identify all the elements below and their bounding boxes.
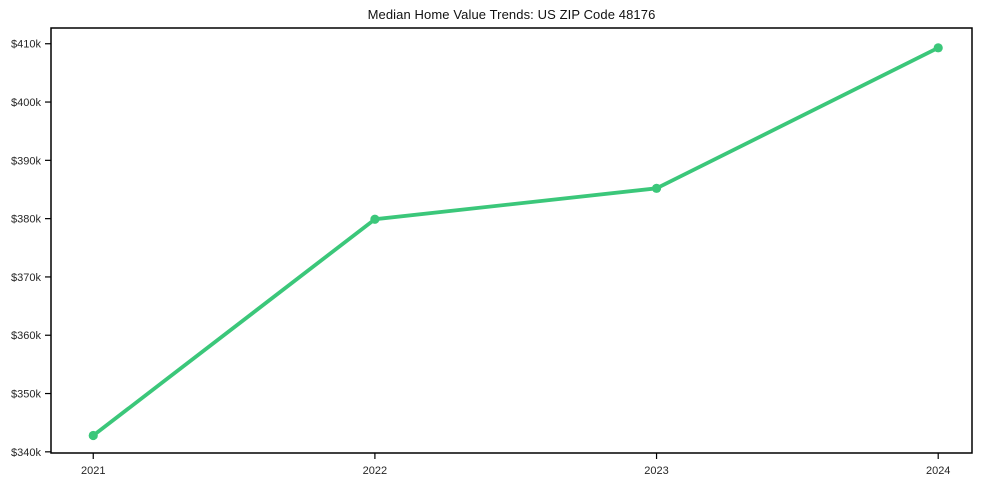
chart-title: Median Home Value Trends: US ZIP Code 48… (367, 7, 656, 22)
plot-border (50, 27, 973, 454)
x-axis-tick-label: 2023 (644, 465, 668, 477)
trend-line (91, 45, 941, 438)
data-point-marker (88, 430, 98, 441)
data-point-marker (651, 183, 662, 193)
y-axis-tick-label: $390k (11, 155, 41, 167)
x-axis-tick-label: 2021 (81, 465, 105, 477)
x-axis-tick-label: 2022 (363, 465, 387, 477)
y-axis-tick-label: $410k (11, 39, 41, 51)
data-point-marker (933, 43, 943, 53)
y-axis-tick-label: $360k (11, 330, 41, 342)
y-axis-tick-label: $340k (11, 447, 41, 459)
data-point-marker (370, 214, 380, 224)
y-axis-tick-label: $350k (11, 389, 41, 401)
y-axis-tick-label: $380k (11, 214, 41, 226)
y-axis-tick-label: $400k (11, 97, 41, 109)
y-axis-tick-label: $370k (11, 272, 41, 284)
x-axis-tick-label: 2024 (926, 465, 950, 477)
